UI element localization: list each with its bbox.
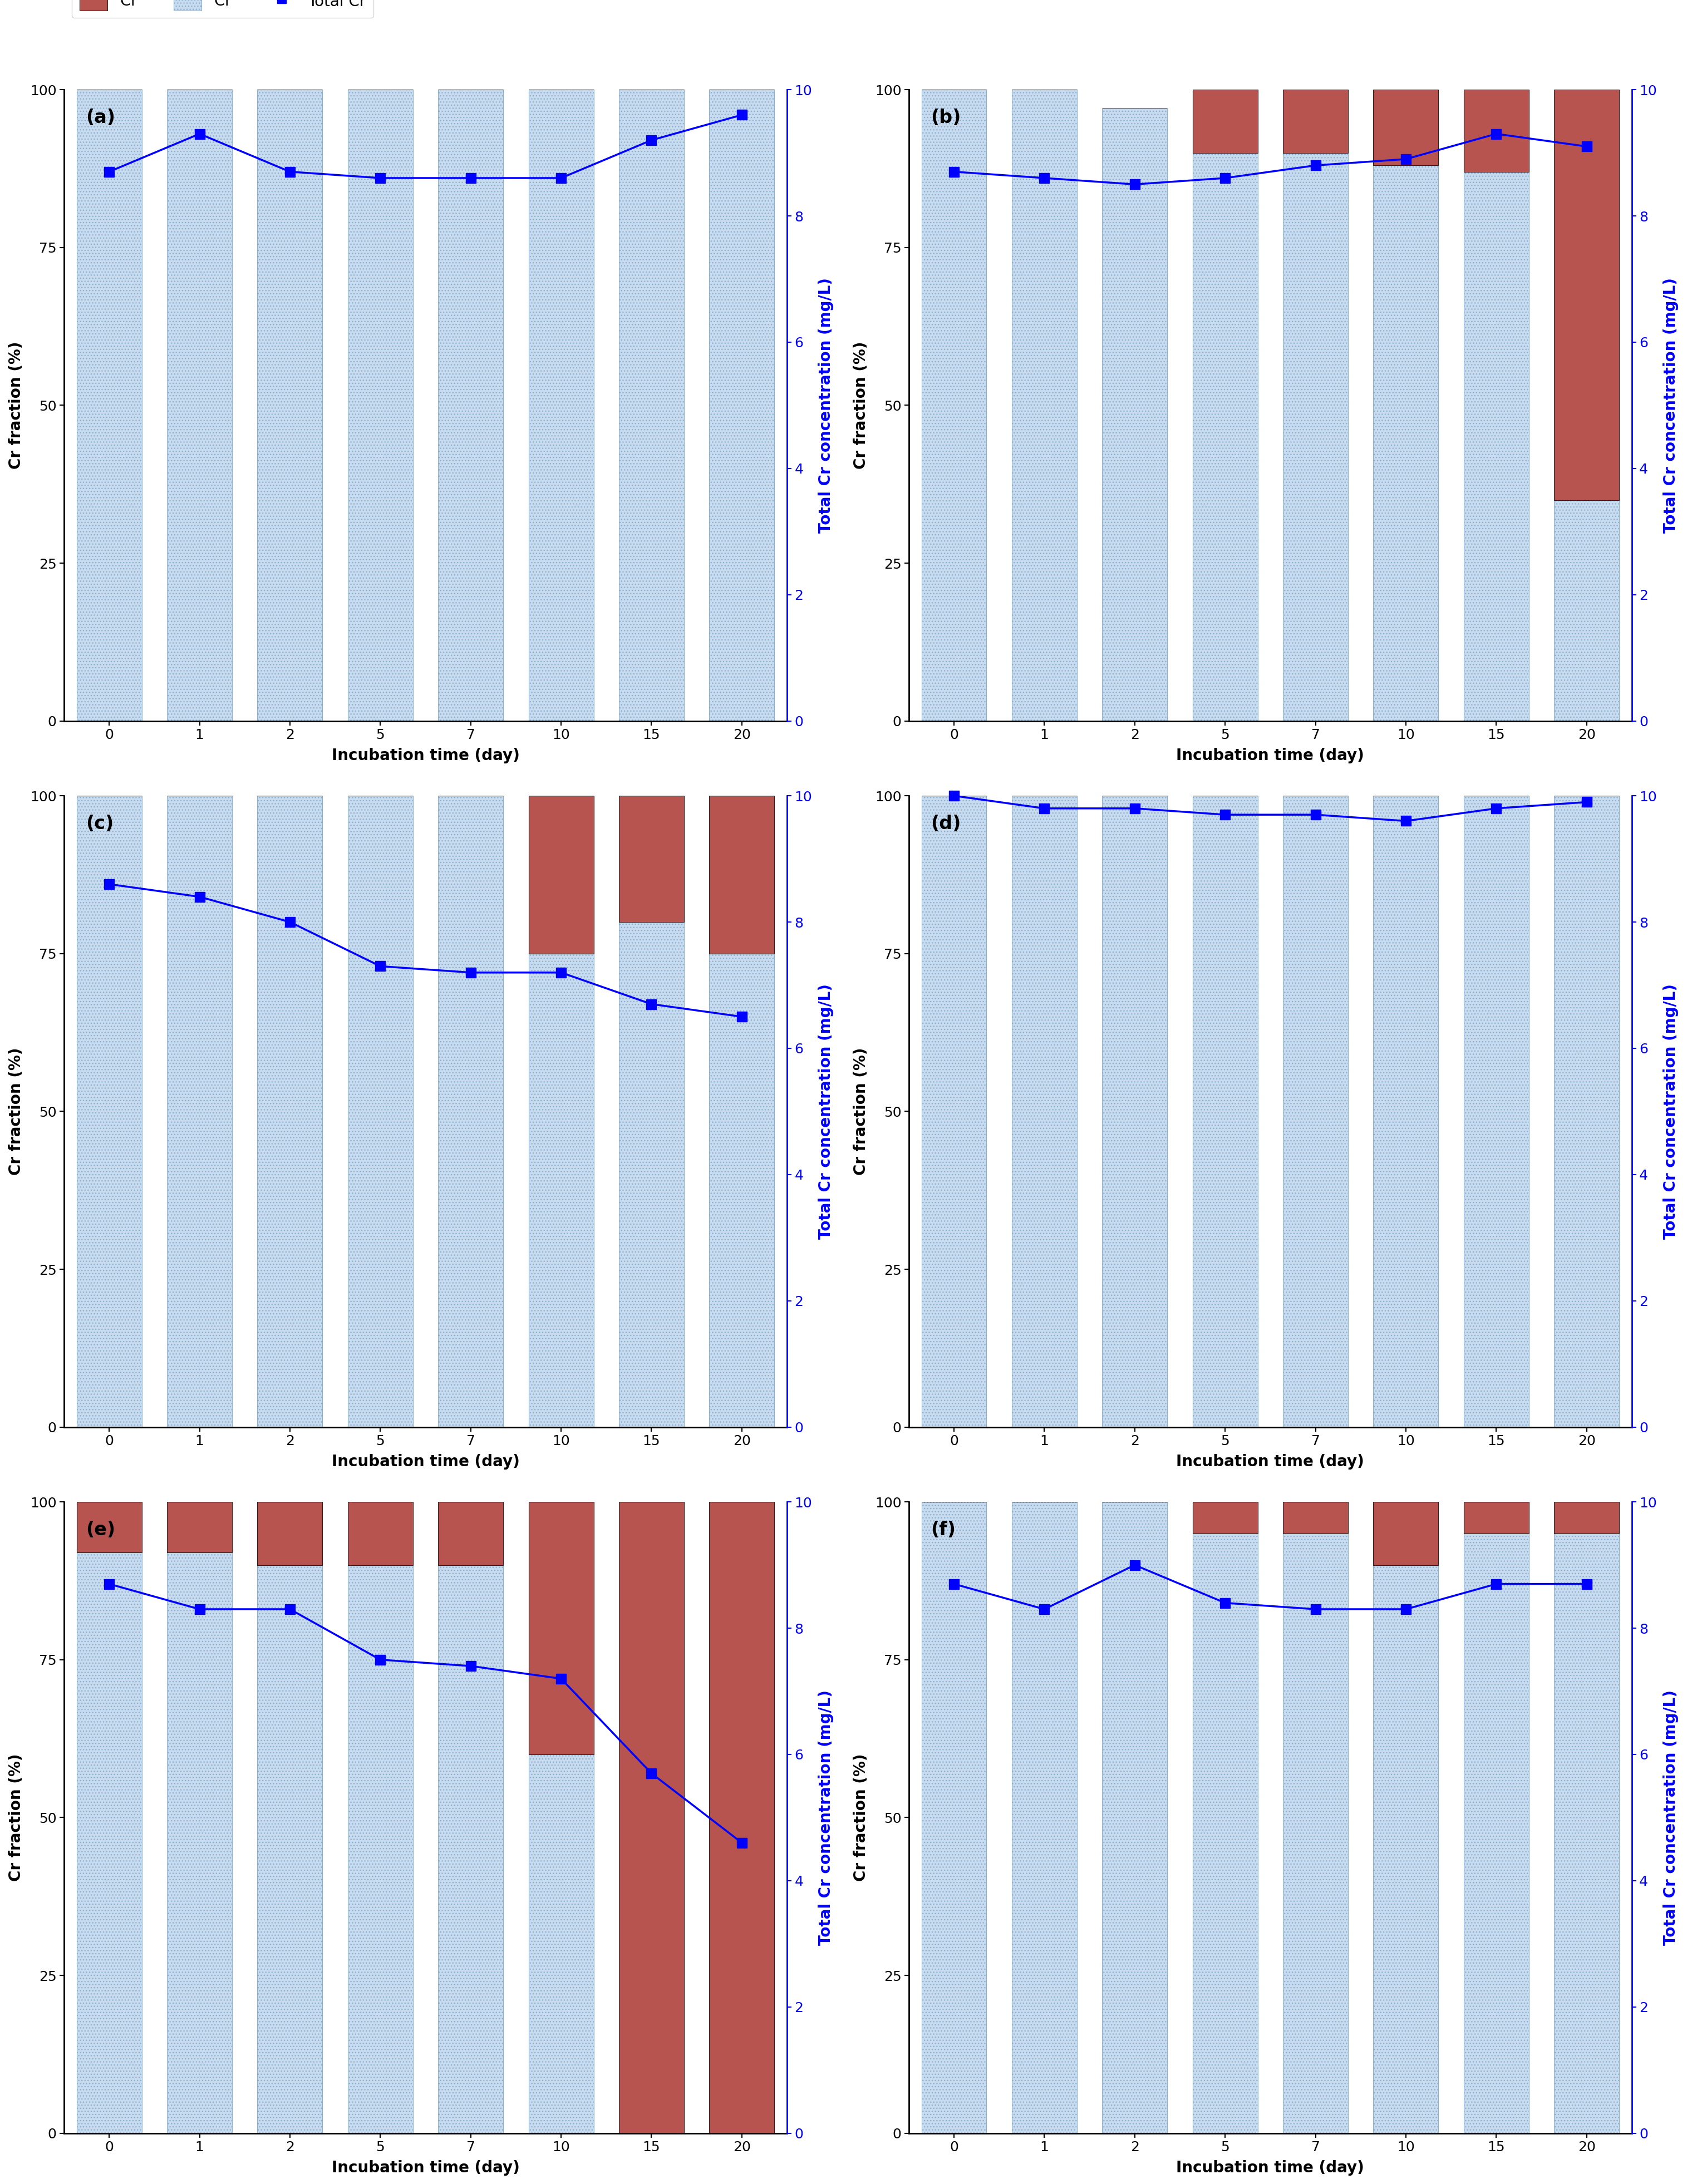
Y-axis label: Total Cr concentration (mg/L): Total Cr concentration (mg/L) xyxy=(1663,983,1679,1238)
Bar xyxy=(528,954,594,1426)
Text: (a): (a) xyxy=(86,109,115,127)
Bar xyxy=(258,90,322,721)
Bar xyxy=(1012,1503,1076,2134)
Text: (e): (e) xyxy=(86,1520,115,1540)
Bar xyxy=(709,954,774,1426)
Y-axis label: Total Cr concentration (mg/L): Total Cr concentration (mg/L) xyxy=(1663,277,1679,533)
Bar xyxy=(258,795,322,1426)
Bar xyxy=(1193,795,1259,1426)
Bar xyxy=(167,1503,233,1553)
Bar xyxy=(709,90,774,721)
Y-axis label: Cr fraction (%): Cr fraction (%) xyxy=(8,341,24,470)
Bar xyxy=(528,795,594,954)
X-axis label: Incubation time (day): Incubation time (day) xyxy=(331,747,520,764)
Bar xyxy=(1193,90,1259,153)
Bar xyxy=(619,1503,683,2134)
Bar xyxy=(1284,90,1348,153)
Bar xyxy=(921,795,987,1426)
Bar xyxy=(439,795,503,1426)
Bar xyxy=(1373,166,1439,721)
Legend: $\mathregular{Cr^{3+}}$, $\mathregular{Cr^{6+}}$, Total Cr: $\mathregular{Cr^{3+}}$, $\mathregular{C… xyxy=(73,0,375,17)
Y-axis label: Cr fraction (%): Cr fraction (%) xyxy=(854,1048,869,1175)
Bar xyxy=(76,1503,142,1553)
Bar xyxy=(1554,500,1620,721)
Bar xyxy=(1193,153,1259,721)
Y-axis label: Cr fraction (%): Cr fraction (%) xyxy=(8,1048,24,1175)
Bar xyxy=(1284,795,1348,1426)
Bar xyxy=(1554,1503,1620,1533)
Bar xyxy=(1284,1503,1348,1533)
Bar xyxy=(258,1503,322,1566)
Bar xyxy=(1373,90,1439,166)
Bar xyxy=(1102,109,1167,721)
Bar xyxy=(76,795,142,1426)
Bar xyxy=(439,1503,503,1566)
Bar xyxy=(439,90,503,721)
Text: (b): (b) xyxy=(931,109,960,127)
Bar xyxy=(167,1553,233,2134)
Bar xyxy=(528,1503,594,1754)
Bar xyxy=(619,922,683,1426)
Y-axis label: Total Cr concentration (mg/L): Total Cr concentration (mg/L) xyxy=(818,277,833,533)
Text: (d): (d) xyxy=(931,815,960,832)
Bar xyxy=(1193,1533,1259,2134)
Bar xyxy=(921,90,987,721)
Bar xyxy=(167,795,233,1426)
Bar xyxy=(1554,1533,1620,2134)
Bar xyxy=(1373,1503,1439,1566)
Bar xyxy=(709,795,774,954)
Y-axis label: Cr fraction (%): Cr fraction (%) xyxy=(8,1754,24,1880)
Bar xyxy=(348,1566,413,2134)
Bar xyxy=(1373,1566,1439,2134)
Y-axis label: Cr fraction (%): Cr fraction (%) xyxy=(854,341,869,470)
Bar xyxy=(1284,1533,1348,2134)
Y-axis label: Total Cr concentration (mg/L): Total Cr concentration (mg/L) xyxy=(818,983,833,1238)
Bar xyxy=(1012,795,1076,1426)
Text: (c): (c) xyxy=(86,815,113,832)
Bar xyxy=(1193,1503,1259,1533)
Bar xyxy=(1464,1533,1528,2134)
Bar xyxy=(258,1566,322,2134)
Y-axis label: Total Cr concentration (mg/L): Total Cr concentration (mg/L) xyxy=(1663,1690,1679,1946)
Bar xyxy=(619,90,683,721)
Text: (f): (f) xyxy=(931,1520,955,1540)
X-axis label: Incubation time (day): Incubation time (day) xyxy=(1176,1455,1365,1470)
X-axis label: Incubation time (day): Incubation time (day) xyxy=(331,2160,520,2175)
Bar xyxy=(1554,795,1620,1426)
Bar xyxy=(1102,1503,1167,2134)
Bar xyxy=(528,1754,594,2134)
Bar xyxy=(528,90,594,721)
Bar xyxy=(1012,90,1076,721)
Bar xyxy=(1373,795,1439,1426)
Bar xyxy=(1464,1503,1528,1533)
X-axis label: Incubation time (day): Incubation time (day) xyxy=(1176,2160,1365,2175)
Bar xyxy=(167,90,233,721)
Bar xyxy=(1464,795,1528,1426)
Bar xyxy=(921,1503,987,2134)
Bar xyxy=(76,90,142,721)
Bar xyxy=(76,1553,142,2134)
Y-axis label: Total Cr concentration (mg/L): Total Cr concentration (mg/L) xyxy=(818,1690,833,1946)
Bar xyxy=(709,1503,774,2134)
Bar xyxy=(619,795,683,922)
Y-axis label: Cr fraction (%): Cr fraction (%) xyxy=(854,1754,869,1880)
Bar xyxy=(439,1566,503,2134)
X-axis label: Incubation time (day): Incubation time (day) xyxy=(331,1455,520,1470)
X-axis label: Incubation time (day): Incubation time (day) xyxy=(1176,747,1365,764)
Bar xyxy=(348,90,413,721)
Bar xyxy=(1284,153,1348,721)
Bar xyxy=(1102,795,1167,1426)
Bar xyxy=(1464,173,1528,721)
Bar xyxy=(1464,90,1528,173)
Bar xyxy=(348,1503,413,1566)
Bar xyxy=(348,795,413,1426)
Bar xyxy=(1554,90,1620,500)
